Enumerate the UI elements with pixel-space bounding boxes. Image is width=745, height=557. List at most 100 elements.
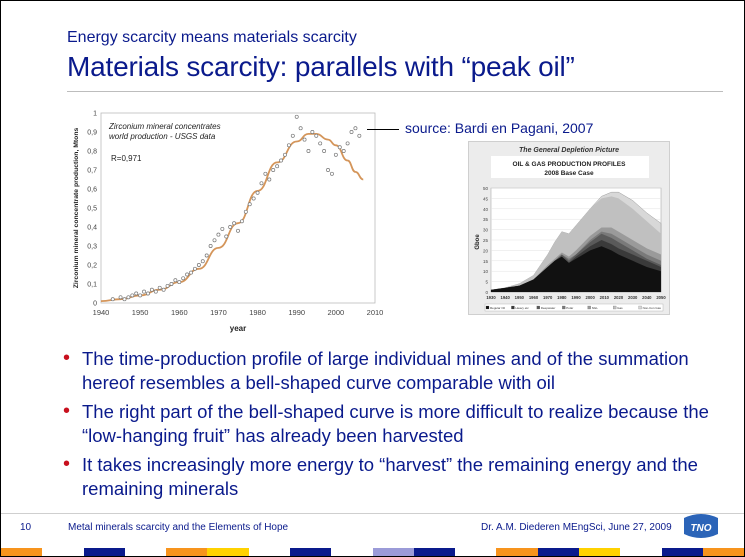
zirconium-data-point [122, 297, 127, 302]
oil-y-tick-label: 5 [485, 280, 488, 285]
zirconium-data-point [146, 291, 150, 296]
zirconium-data-point [306, 149, 311, 153]
zirconium-chart-svg: Zirconium mineral concentrates world pro… [73, 111, 384, 334]
bullet-marker: • [63, 347, 71, 369]
bottom-bar-segment [496, 548, 538, 556]
oil-legend-swatch [511, 305, 515, 310]
zirconium-data-point [208, 244, 213, 248]
oil-x-tick-label: 1990 [571, 295, 581, 300]
bottom-bar-segment [620, 548, 662, 556]
zirconium-data-point [200, 259, 205, 264]
oil-y-ticks: 0 5 10 15 20 25 30 35 40 45 50 [483, 186, 489, 295]
zirconium-x-tick-label: 1990 [288, 308, 305, 317]
footer-left-text: Metal minerals scarcity and the Elements… [68, 522, 289, 533]
oil-legend-label: Gas [617, 306, 623, 310]
bottom-bar-segment [537, 548, 579, 556]
bottom-bar-segment [661, 548, 703, 556]
zirconium-data-point [283, 152, 287, 157]
tno-logo-shape [684, 514, 718, 538]
zirconium-data-point [314, 133, 319, 138]
zirconium-data-point [318, 141, 323, 146]
oil-x-ticks: 1930 1940 1950 1960 1970 1980 1990 2000 2010 2020… [486, 295, 666, 300]
zirconium-y-tick-label: 0,8 [87, 149, 97, 156]
zirconium-y-tick-label: 0,7 [87, 168, 97, 175]
zirconium-data-point [259, 181, 264, 186]
footer-right-text: Dr. A.M. Diederen MEngSci, June 27, 2009 [481, 522, 672, 533]
oil-legend-swatch [587, 305, 591, 310]
bottom-bar-segment [413, 548, 456, 556]
zirconium-data-point [286, 143, 291, 148]
zirconium-x-tick-label: 2010 [367, 308, 384, 317]
footer-divider [1, 513, 744, 514]
zirconium-x-tick-label: 1960 [171, 308, 188, 317]
zirconium-data-point [267, 177, 272, 182]
bullet-list: • The time-production profile of large in… [63, 347, 723, 506]
slide-title: Materials scarcity: parallels with “peak… [67, 51, 575, 82]
zirconium-data-point [220, 226, 225, 231]
zirconium-data-point [322, 149, 327, 153]
oil-y-tick-label: 15 [483, 259, 489, 264]
source-citation: source: Bardi en Pagani, 2007 [405, 120, 594, 136]
oil-legend-swatch [613, 305, 617, 310]
zirconium-data-point [173, 278, 178, 283]
zirconium-data-point [263, 171, 268, 176]
oil-legend-label: Regular Oil [490, 306, 505, 310]
zirconium-data-point [357, 133, 362, 138]
title-divider [67, 91, 723, 92]
oil-x-tick-label: 1960 [529, 295, 539, 300]
page-number: 10 [20, 522, 32, 533]
oil-y-tick-label: 25 [483, 238, 489, 243]
bullet-item: • The time-production profile of large in… [63, 347, 723, 394]
oil-x-tick-label: 1950 [515, 295, 525, 300]
oil-area-series [490, 191, 662, 293]
zirconium-data-point [161, 287, 166, 292]
bottom-color-bar [1, 548, 744, 556]
oil-x-tick-label: 1940 [501, 295, 511, 300]
bullet-text: It takes increasingly more energy to “ha… [82, 454, 698, 499]
bullet-marker: • [63, 400, 71, 422]
zirconium-data-point [110, 297, 115, 302]
oil-gas-chart: The General Depletion Picture OIL & GAS … [468, 141, 670, 315]
oil-gas-chart-svg: The General Depletion Picture OIL & GAS … [475, 147, 666, 312]
zirconium-data-point [279, 158, 284, 163]
zirconium-data-point [353, 126, 358, 131]
oil-chart-title-box [491, 156, 649, 178]
zirconium-y-tick-label: 0,6 [87, 187, 97, 194]
bottom-bar-segment [455, 548, 497, 556]
zirconium-data-point [298, 126, 303, 131]
zirconium-chart-title-2: world production - USGS data [109, 132, 216, 141]
zirconium-data-point [326, 168, 330, 172]
oil-y-tick-label: 0 [485, 290, 488, 295]
tno-logo-text: TNO [690, 523, 711, 534]
bullet-text: The time-production profile of large ind… [82, 348, 689, 393]
zirconium-y-tick-label: 0,2 [87, 263, 97, 270]
zirconium-y-tick-label: 0,9 [87, 130, 97, 137]
zirconium-data-point [228, 225, 233, 229]
zirconium-data-point [247, 202, 252, 207]
zirconium-data-point [243, 209, 248, 214]
zirconium-data-point [341, 149, 346, 153]
zirconium-data-point [329, 171, 334, 176]
oil-x-tick-label: 2030 [628, 295, 638, 300]
zirconium-data-point [212, 238, 217, 243]
bottom-bar-segment [42, 548, 84, 556]
bullet-text: The right part of the bell-shaped curve … [82, 401, 709, 446]
zirconium-data-point [130, 293, 135, 298]
oil-y-label: Gboe [475, 234, 481, 250]
zirconium-x-tick-label: 2000 [328, 308, 345, 317]
zirconium-data-point [196, 263, 201, 267]
bottom-bar-segment [331, 548, 373, 556]
zirconium-data-point [204, 253, 209, 258]
oil-x-tick-label: 2040 [642, 295, 652, 300]
source-connector-line [367, 129, 399, 130]
oil-y-tick-label: 45 [483, 196, 489, 201]
zirconium-y-tick-label: 0 [93, 301, 97, 308]
oil-legend: Regular Oil Heavy etc Deepwater Polar NGL Gas… [485, 305, 661, 310]
zirconium-data-point [310, 130, 315, 134]
zirconium-x-tick-label: 1980 [249, 308, 266, 317]
zirconium-plot-area [100, 112, 376, 304]
bullet-marker: • [63, 453, 71, 475]
zirconium-data-point [275, 164, 280, 169]
oil-chart-title-1: OIL & GAS PRODUCTION PROFILES [513, 161, 627, 168]
